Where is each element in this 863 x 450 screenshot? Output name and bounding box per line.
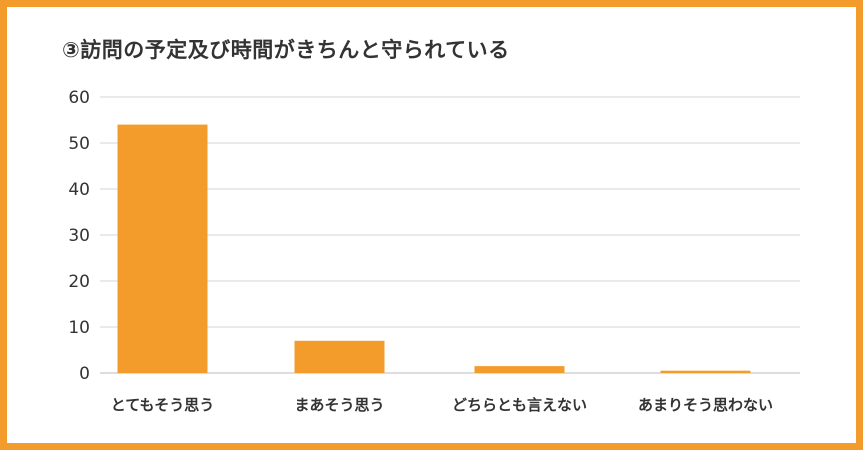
bar	[660, 370, 751, 373]
y-tick-label: 60	[68, 88, 90, 108]
x-category-label: まあそう思う	[294, 396, 384, 414]
bar	[474, 366, 565, 373]
x-category-label: あまりそう思わない	[638, 396, 773, 414]
y-tick-label: 30	[68, 226, 90, 246]
chart-title: ③訪問の予定及び時間がきちんと守られている	[62, 38, 510, 62]
y-tick-label: 20	[68, 272, 90, 292]
y-tick-label: 50	[68, 134, 90, 154]
x-category-label: どちらとも言えない	[452, 396, 587, 414]
bar	[117, 124, 208, 373]
x-axis-labels: とてもそう思う まあそう思う どちらとも言えない あまりそう思わない	[111, 396, 773, 414]
gridlines	[100, 96, 800, 374]
bars	[117, 124, 751, 373]
bar	[294, 340, 385, 373]
x-category-label: とてもそう思う	[111, 396, 215, 414]
y-tick-label: 40	[68, 180, 90, 200]
y-tick-label: 0	[79, 364, 90, 384]
y-tick-label: 10	[68, 318, 90, 338]
y-axis-ticks: 0 10 20 30 40 50 60	[68, 88, 90, 384]
